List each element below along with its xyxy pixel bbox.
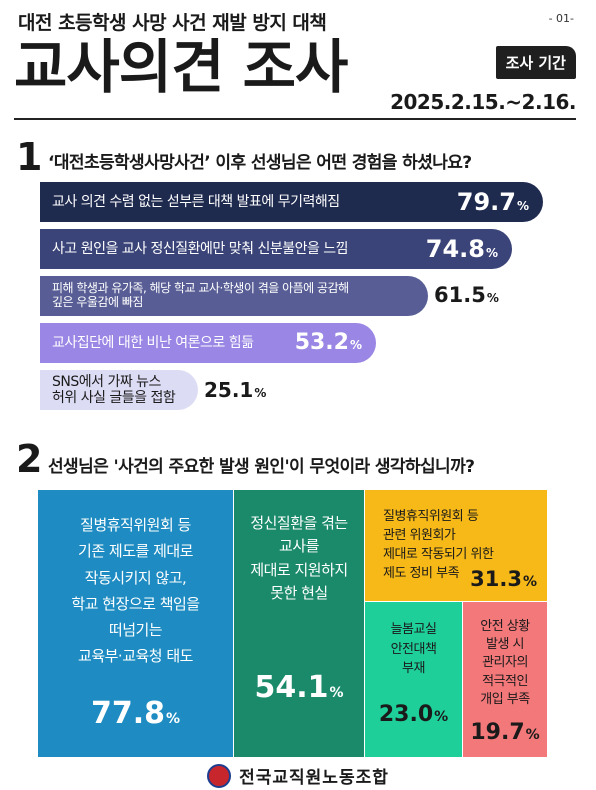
question-2-text: 선생님은 '사건의 주요한 발생 원인'이 무엇이라 생각하십니까? — [48, 457, 475, 477]
organization-name: 전국교직원노동조합 — [239, 768, 389, 788]
q2-value-label: 54.1% — [254, 670, 344, 705]
q2-value-label: 19.7% — [470, 720, 540, 745]
q1-value-label: 25.1% — [204, 378, 267, 402]
q1-bar-label: 교사집단에 대한 비난 여론으로 힘듦 — [52, 334, 254, 351]
q2-value-label: 23.0% — [378, 702, 449, 727]
page-subtitle: 대전 초등학생 사망 사건 재발 방지 대책 — [18, 12, 327, 34]
union-emblem-icon — [207, 763, 232, 788]
footer: 전국교직원노동조합 — [0, 763, 596, 788]
q2-value-label: 77.8% — [90, 696, 181, 731]
q1-bar: 사고 원인을 교사 정신질환에만 맞춰 신분불안을 느낌 — [40, 229, 512, 269]
q1-bar: 교사집단에 대한 비난 여론으로 힘듦 — [40, 323, 376, 363]
q2-tile-label: 질병휴직위원회 등 기존 제도를 제대로 작동시키지 않고, 학교 현장으로 책… — [71, 516, 200, 666]
q1-value-label: 74.8% — [425, 234, 498, 263]
question-2-number: 2 — [16, 437, 43, 481]
page-title: 교사의견 조사 — [14, 33, 348, 101]
q2-tile: 질병휴직위원회 등 관련 위원회가 제대로 작동되기 위한 제도 정비 부족 31… — [365, 490, 548, 602]
q1-bar: SNS에서 가짜 뉴스 허위 사실 글들을 접함 — [40, 370, 198, 410]
q2-tile-label: 늘봄교실 안전대책 부재 — [390, 622, 437, 676]
page-number: - 01- — [548, 12, 574, 25]
survey-period-badge: 조사 기간 — [495, 46, 576, 79]
q1-bar-label: 피해 학생과 유가족, 해당 학교 교사·학생이 겪을 아픔에 공감해 깊은 우… — [52, 281, 349, 309]
header-divider — [14, 118, 576, 120]
q2-tile: 질병휴직위원회 등 기존 제도를 제대로 작동시키지 않고, 학교 현장으로 책… — [38, 490, 234, 758]
q1-value-label: 53.2% — [294, 329, 362, 355]
q1-bar-label: 사고 원인을 교사 정신질환에만 맞춰 신분불안을 느낌 — [52, 240, 349, 257]
q2-tile-label: 정신질환을 겪는 교사를 제대로 지원하지 못한 현실 — [250, 514, 348, 602]
question-1-number: 1 — [16, 135, 43, 179]
question-1-text: ‘대전초등학생사망사건’ 이후 선생님은 어떤 경험을 하셨나요? — [48, 153, 472, 173]
q1-bar-label: SNS에서 가짜 뉴스 허위 사실 글들을 접함 — [52, 373, 176, 406]
q1-bar: 교사 의견 수렴 없는 섣부른 대책 발표에 무기력해짐 — [40, 182, 543, 222]
q1-value-label: 61.5% — [434, 283, 499, 308]
q2-tile: 늘봄교실 안전대책 부재 23.0% — [365, 602, 463, 758]
q1-bar: 피해 학생과 유가족, 해당 학교 교사·학생이 겪을 아픔에 공감해 깊은 우… — [40, 276, 428, 316]
q2-tile-label: 안전 상황 발생 시 관리자의 적극적인 개입 부족 — [480, 619, 530, 707]
q1-bar-label: 교사 의견 수렴 없는 섣부른 대책 발표에 무기력해짐 — [52, 193, 340, 210]
q2-tile: 정신질환을 겪는 교사를 제대로 지원하지 못한 현실 54.1% — [234, 490, 365, 758]
q2-tile: 안전 상황 발생 시 관리자의 적극적인 개입 부족 19.7% — [463, 602, 548, 758]
question-1-bar-chart: 교사 의견 수렴 없는 섣부른 대책 발표에 무기력해짐 79.7% 사고 원인을 … — [40, 182, 560, 422]
survey-period-dates: 2025.2.15.~2.16. — [390, 90, 576, 114]
q1-value-label: 79.7% — [456, 187, 529, 216]
q2-tile-label: 질병휴직위원회 등 관련 위원회가 제대로 작동되기 위한 제도 정비 부족 — [383, 509, 494, 581]
q2-value-label: 31.3% — [470, 567, 537, 591]
question-2-treemap: 질병휴직위원회 등 기존 제도를 제대로 작동시키지 않고, 학교 현장으로 책… — [38, 490, 548, 758]
